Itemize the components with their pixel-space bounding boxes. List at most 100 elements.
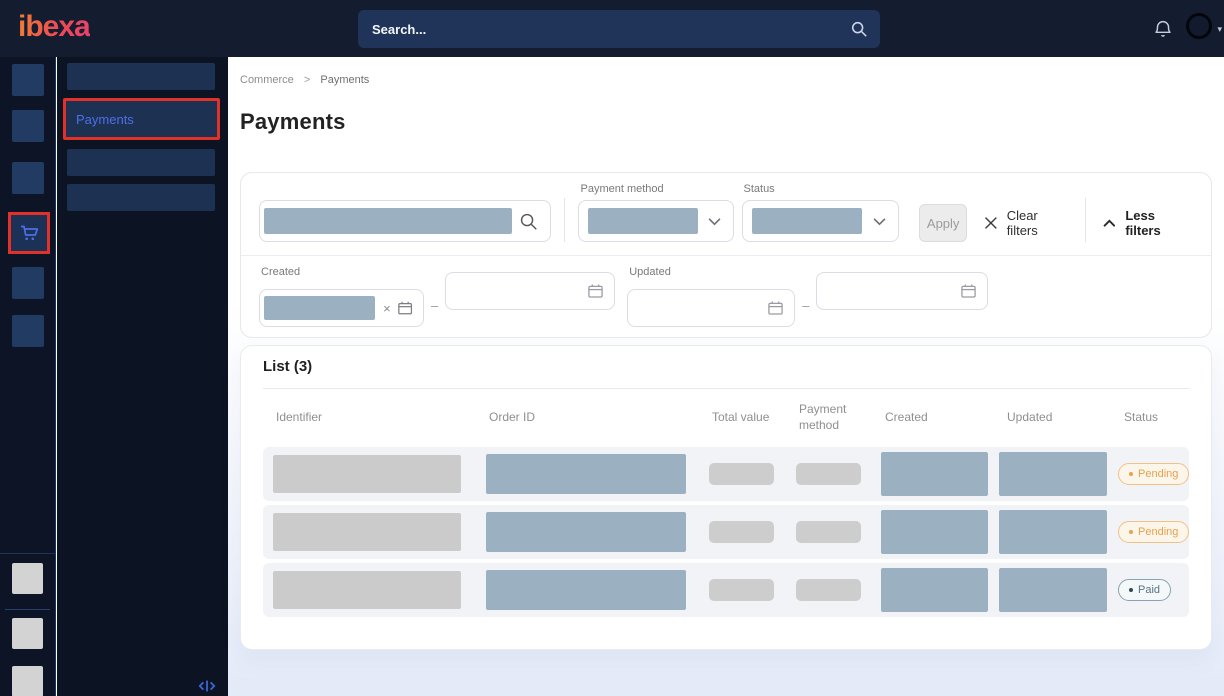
clear-date-icon[interactable]: ×	[383, 300, 391, 316]
payment-method-select[interactable]	[578, 200, 734, 242]
breadcrumb-separator: >	[303, 74, 311, 86]
rail-bottom-section	[0, 553, 55, 696]
less-filters-button[interactable]: Less filters	[1102, 204, 1194, 242]
column-header-status: Status	[1124, 410, 1159, 425]
calendar-icon[interactable]	[587, 283, 604, 300]
nav-item-1[interactable]	[67, 63, 215, 90]
global-search	[358, 10, 880, 48]
rail-item-2[interactable]	[12, 110, 44, 142]
order-id-placeholder	[486, 454, 686, 494]
bell-icon[interactable]	[1152, 17, 1174, 41]
status-select[interactable]	[741, 200, 900, 242]
icon-rail	[0, 57, 56, 696]
rail-item-commerce-active[interactable]	[8, 212, 50, 254]
updated-placeholder	[999, 510, 1107, 554]
main-content: Commerce > Payments Payments Payment met…	[228, 57, 1224, 696]
status-badge-label: Pending	[1138, 468, 1179, 480]
created-to-input[interactable]	[445, 272, 616, 310]
rail-item-1[interactable]	[12, 64, 44, 96]
column-header-payment-method: Payment method	[799, 402, 847, 432]
rail-divider	[5, 609, 50, 610]
nav-item-label: Payments	[76, 111, 134, 127]
column-header-order-id: Order ID	[489, 410, 536, 425]
order-id-placeholder	[486, 512, 686, 552]
nav-panel: Payments	[57, 57, 228, 696]
apply-button[interactable]: Apply	[919, 204, 967, 242]
rail-bottom-item-1[interactable]	[12, 563, 43, 594]
list-title: List (3)	[263, 358, 313, 375]
payment-method-placeholder	[796, 521, 861, 543]
calendar-icon[interactable]	[960, 283, 977, 300]
rail-item-5[interactable]	[12, 267, 44, 299]
page-title: Payments	[240, 109, 346, 134]
list-card: List (3) Identifier Order ID Total value…	[240, 345, 1212, 650]
breadcrumb-payments[interactable]: Payments	[320, 74, 370, 86]
date-range-separator: –	[802, 298, 810, 313]
chevron-down-icon	[873, 217, 886, 225]
payment-method-value-placeholder	[588, 208, 699, 234]
updated-from-input[interactable]	[627, 289, 796, 327]
search-icon[interactable]	[850, 20, 868, 38]
updated-to-input[interactable]	[816, 272, 989, 310]
avatar[interactable]	[1186, 13, 1212, 39]
payment-method-placeholder	[796, 463, 861, 485]
filter-search-value-placeholder	[264, 208, 512, 234]
status-value-placeholder	[751, 208, 862, 234]
table-header: Identifier Order ID Total value Payment …	[263, 389, 1189, 447]
created-placeholder	[881, 510, 988, 554]
nav-item-payments-active[interactable]: Payments	[63, 98, 220, 140]
updated-placeholder	[999, 452, 1107, 496]
breadcrumb: Commerce > Payments	[240, 74, 369, 86]
total-value-placeholder	[709, 579, 774, 601]
status-badge-label: Paid	[1138, 584, 1161, 596]
rail-bottom-item-2[interactable]	[12, 618, 43, 649]
cart-icon	[21, 225, 39, 241]
column-header-identifier: Identifier	[276, 410, 323, 425]
status-badge: Paid	[1118, 579, 1172, 601]
filters-row-1: Payment method Status Apply	[241, 173, 1211, 256]
clear-filters-label: Clear filters	[1006, 208, 1038, 238]
updated-placeholder	[999, 568, 1107, 612]
order-id-placeholder	[486, 570, 686, 610]
rail-bottom-item-3[interactable]	[12, 666, 43, 696]
calendar-icon[interactable]	[767, 300, 784, 317]
column-header-created: Created	[885, 410, 928, 425]
table-row[interactable]: Pending	[263, 447, 1190, 501]
rail-item-6[interactable]	[12, 315, 44, 347]
search-icon[interactable]	[519, 212, 538, 231]
rail-item-3[interactable]	[12, 162, 44, 194]
payment-method-placeholder	[796, 579, 861, 601]
table-row[interactable]: Paid	[263, 563, 1189, 617]
filters-row-2: Created × –	[241, 256, 1211, 327]
column-header-total-value: Total value	[712, 410, 770, 425]
clear-filters-button[interactable]: Clear filters	[984, 204, 1072, 242]
created-placeholder	[881, 568, 988, 612]
created-from-input[interactable]: ×	[259, 289, 424, 327]
identifier-placeholder	[273, 513, 461, 551]
close-icon	[984, 217, 997, 229]
topbar: ibexa ▾	[0, 0, 1224, 57]
updated-label: Updated	[629, 266, 671, 278]
ibexa-logo: ibexa	[18, 10, 91, 43]
identifier-placeholder	[273, 571, 461, 609]
breadcrumb-commerce[interactable]: Commerce	[240, 74, 294, 86]
status-badge: Pending	[1118, 463, 1190, 485]
table-row[interactable]: Pending	[263, 505, 1190, 559]
chevron-down-icon[interactable]: ▾	[1217, 24, 1222, 34]
chevron-down-icon	[708, 217, 720, 225]
status-badge: Pending	[1118, 521, 1190, 543]
calendar-icon[interactable]	[397, 300, 413, 317]
nav-item-4[interactable]	[67, 184, 215, 211]
payment-method-label: Payment method	[580, 183, 664, 195]
created-placeholder	[881, 452, 988, 496]
chevron-up-icon	[1102, 218, 1115, 227]
total-value-placeholder	[709, 463, 774, 485]
less-filters-label: Less filters	[1125, 208, 1161, 238]
filter-search-input[interactable]	[259, 200, 551, 242]
nav-item-3[interactable]	[67, 149, 215, 176]
filter-divider	[1084, 198, 1086, 242]
resize-handle-icon[interactable]	[198, 679, 216, 693]
created-label: Created	[261, 266, 301, 278]
global-search-input[interactable]	[372, 21, 850, 37]
